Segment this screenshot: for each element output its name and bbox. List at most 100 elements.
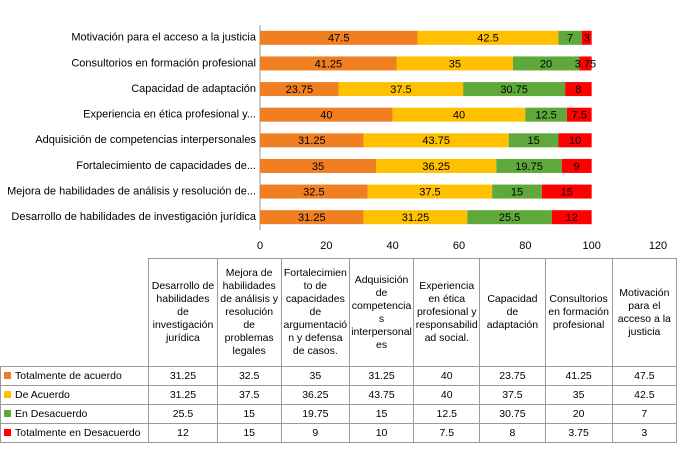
- data-label: 7.5: [572, 110, 587, 122]
- table-value: 35: [544, 385, 613, 405]
- data-label: 9: [574, 161, 580, 173]
- legend-entry: De Acuerdo: [0, 385, 150, 405]
- bar-segment: [417, 30, 559, 45]
- table-value: 15: [348, 404, 415, 424]
- bar-segment: [579, 56, 592, 71]
- bar-segment: [558, 30, 582, 45]
- y-tick-label: Motivación para el acceso a la justicia: [71, 32, 257, 44]
- table-value: 35: [280, 366, 350, 386]
- column-header: Capacidad de adaptación: [479, 258, 546, 367]
- table-value: 36.25: [280, 385, 350, 405]
- table-value: 10: [348, 423, 415, 443]
- y-tick-label: Capacidad de adaptación: [131, 83, 256, 95]
- legend-label: Totalmente de acuerdo: [15, 369, 122, 382]
- bar-segment: [463, 82, 566, 97]
- data-label: 32.5: [303, 186, 324, 198]
- column-header: Consultorios en formación profesional: [544, 258, 613, 367]
- table-value: 9: [280, 423, 350, 443]
- y-tick-label: Mejora de habilidades de análisis y reso…: [7, 185, 256, 197]
- column-header: Experiencia en ética profesional y respo…: [413, 258, 481, 367]
- column-header: Adquisición de competencias interpersona…: [348, 258, 415, 367]
- bar-segment: [525, 107, 567, 122]
- bar-segment: [338, 82, 464, 97]
- bar-segment: [551, 210, 592, 225]
- table-value: 3: [611, 423, 677, 443]
- bar-segment: [260, 30, 418, 45]
- column-header: Desarrollo de habilidades de investigaci…: [148, 258, 218, 367]
- bar-segment: [260, 56, 397, 71]
- data-label: 41.25: [315, 58, 343, 70]
- table-value: 30.75: [479, 404, 546, 424]
- table-value: 7: [611, 404, 677, 424]
- data-label: 42.5: [477, 33, 498, 45]
- bar-segment: [566, 107, 592, 122]
- table-value: 19.75: [280, 404, 350, 424]
- bar-segment: [558, 133, 592, 148]
- data-label: 40: [453, 110, 465, 122]
- x-tick-label: 40: [387, 240, 399, 252]
- table-value: 25.5: [148, 404, 218, 424]
- x-tick-label: 120: [649, 240, 667, 252]
- x-tick-label: 100: [582, 240, 600, 252]
- table-value: 31.25: [348, 366, 415, 386]
- x-tick-label: 60: [453, 240, 465, 252]
- data-label: 3: [584, 33, 590, 45]
- bar-segment: [467, 210, 552, 225]
- bar-segment: [260, 82, 339, 97]
- column-header: Fortalecimiento de capacidades de argume…: [280, 258, 350, 367]
- bar-segment: [260, 107, 393, 122]
- bar-segment: [260, 210, 364, 225]
- legend-key: [4, 409, 11, 417]
- table-value: 15: [216, 423, 282, 443]
- table-value: 15: [216, 404, 282, 424]
- data-label: 35: [312, 161, 324, 173]
- table-value: 3.75: [544, 423, 613, 443]
- bar-segment: [512, 56, 580, 71]
- data-label: 20: [540, 58, 552, 70]
- bar-segment: [581, 30, 592, 45]
- table-value: 47.5: [611, 366, 677, 386]
- bar-segment: [396, 56, 513, 71]
- data-label: 15: [528, 135, 540, 147]
- chart: 0 20 40 60 80 100 120 Desarrollo de habilidades…: [7, 25, 667, 252]
- table-value: 42.5: [611, 385, 677, 405]
- x-tick-label: 20: [320, 240, 332, 252]
- table-value: 37.5: [216, 385, 282, 405]
- legend-key: [4, 390, 11, 398]
- data-label: 43.75: [422, 135, 450, 147]
- bar-segment: [392, 107, 526, 122]
- y-tick-label: Desarrollo de habilidades de investigaci…: [11, 211, 256, 223]
- data-table: Desarrollo de habilidades de investigaci…: [0, 258, 677, 443]
- data-label: 36.25: [422, 161, 450, 173]
- bar-segment: [492, 184, 542, 199]
- x-tick-label: 0: [257, 240, 263, 252]
- data-label: 40: [320, 110, 332, 122]
- y-tick-label: Fortalecimiento de capacidades de...: [76, 160, 256, 172]
- table-value: 40: [413, 366, 481, 386]
- legend-entry: En Desacuerdo: [0, 404, 150, 424]
- y-tick-label: Adquisición de competencias interpersona…: [35, 134, 256, 146]
- bar-segment: [541, 184, 592, 199]
- bar-segment: [565, 82, 592, 97]
- table-value: 7.5: [413, 423, 481, 443]
- table-value: 40: [413, 385, 481, 405]
- table-corner: [0, 258, 150, 367]
- data-label: 31.25: [402, 212, 430, 224]
- data-label: 3.75: [575, 58, 596, 70]
- legend-key: [4, 371, 11, 379]
- data-label: 19.75: [515, 161, 543, 173]
- column-header: Motivación para el acceso a la justicia: [611, 258, 677, 367]
- bar-segment: [561, 158, 592, 173]
- data-label: 12: [566, 212, 578, 224]
- data-label: 31.25: [298, 212, 326, 224]
- data-label: 12.5: [535, 110, 556, 122]
- bar-segment: [363, 210, 468, 225]
- legend-entry: Totalmente de acuerdo: [0, 366, 150, 386]
- table-value: 23.75: [479, 366, 546, 386]
- bar-segment: [496, 158, 562, 173]
- y-tick-label: Consultorios en formación profesional: [71, 57, 256, 69]
- table-value: 41.25: [544, 366, 613, 386]
- table-value: 31.25: [148, 385, 218, 405]
- x-tick-label: 80: [519, 240, 531, 252]
- data-label: 7: [567, 33, 573, 45]
